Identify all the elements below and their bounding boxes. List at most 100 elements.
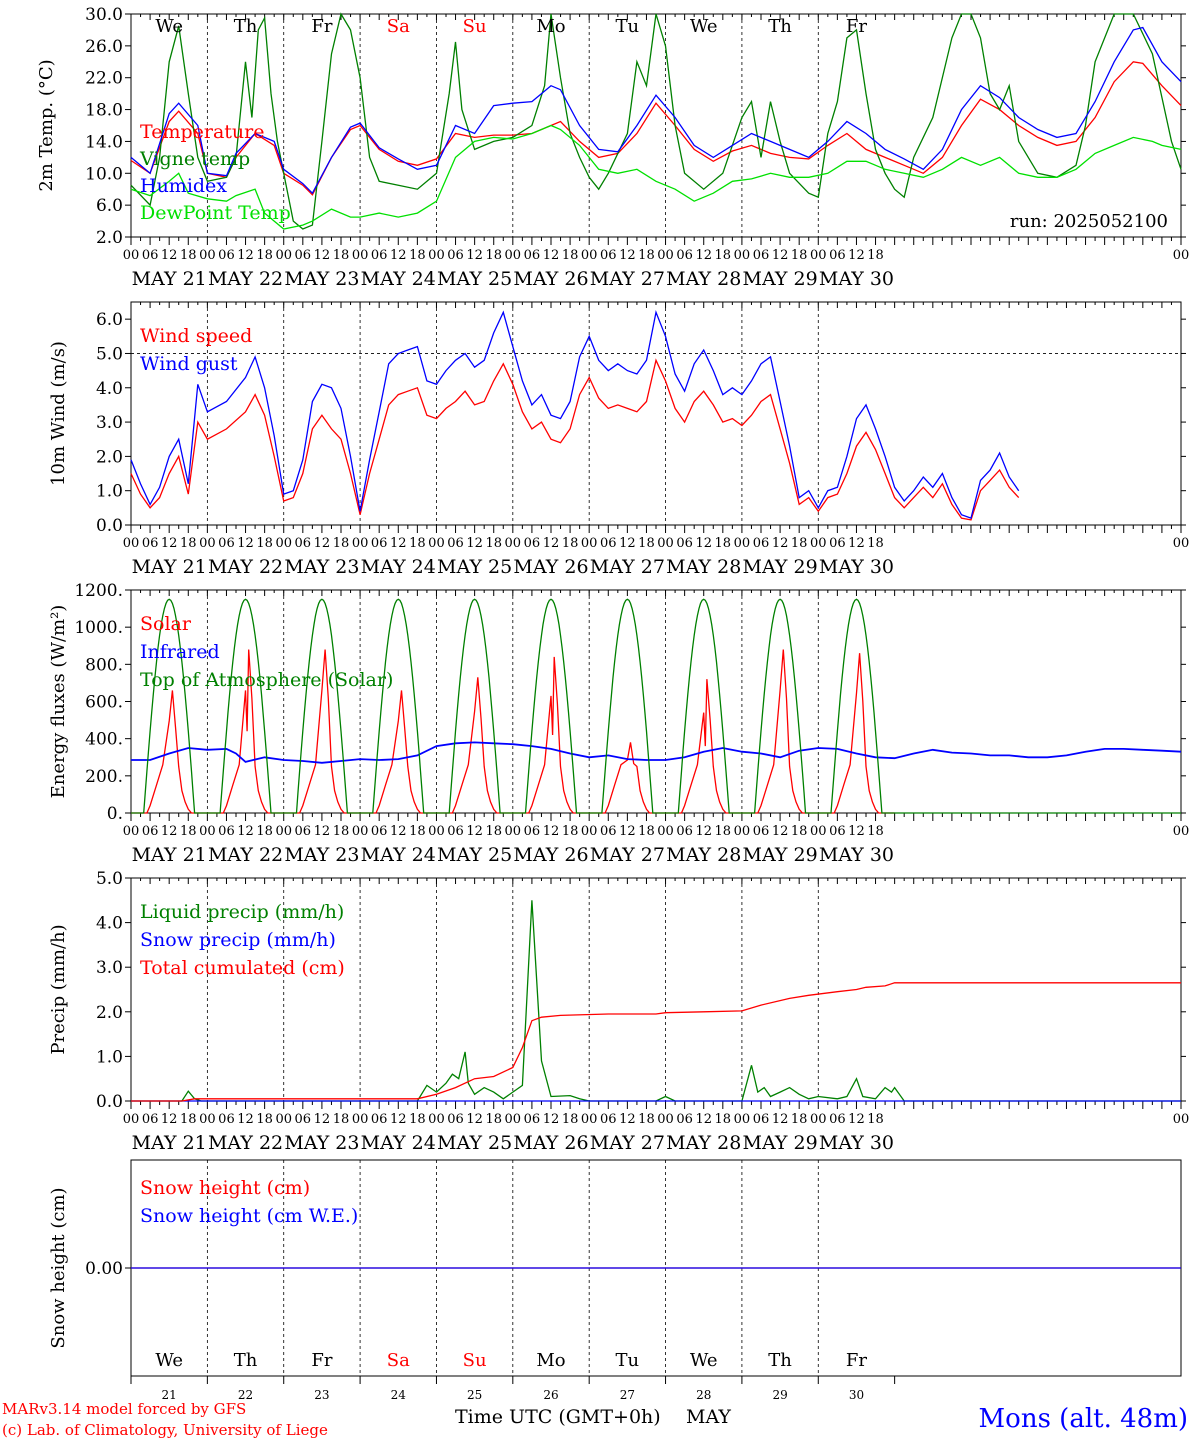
x-date-label: MAY 23 (284, 268, 359, 290)
x-hour-label: 12 (314, 824, 331, 839)
x-hour-label: 12 (390, 536, 407, 551)
x-hour-label: 00 (123, 248, 140, 263)
x-axis-title: Time UTC (GMT+0h) (455, 1406, 661, 1428)
x-hour-label: 12 (390, 824, 407, 839)
x-hour-label: 12 (543, 536, 560, 551)
y-tick-label: 22.0 (85, 69, 123, 89)
x-date-label: MAY 24 (361, 268, 436, 290)
total-cumulated-line (131, 982, 1181, 1102)
x-hour-label: 00 (1173, 536, 1190, 551)
x-hour-label: 06 (447, 536, 464, 551)
x-hour-label: 12 (695, 248, 712, 263)
x-date-label: MAY 22 (208, 844, 283, 866)
x-hour-label: 00 (275, 248, 292, 263)
top-day-label: Sa (387, 16, 410, 37)
x-hour-label: 12 (695, 824, 712, 839)
x-hour-label: 06 (142, 1112, 159, 1127)
x-hour-label: 18 (333, 248, 350, 263)
day-number-label: 23 (314, 1388, 329, 1402)
x-hour-label: 00 (505, 536, 522, 551)
x-hour-label: 06 (447, 824, 464, 839)
x-hour-label: 06 (600, 824, 617, 839)
temperature-legend: Temperature (140, 121, 264, 143)
x-hour-label: 00 (123, 1112, 140, 1127)
x-hour-label: 06 (829, 536, 846, 551)
vigne-temp-line (130, 12, 1182, 230)
x-hour-label: 12 (543, 824, 560, 839)
x-hour-label: 06 (753, 536, 770, 551)
x-date-label: MAY 27 (590, 844, 665, 866)
model-note: MARv3.14 model forced by GFS (2, 1400, 246, 1418)
bottom-day-label: Mo (536, 1350, 565, 1371)
x-date-label: MAY 28 (666, 1132, 741, 1154)
y-tick-label: 30.0 (85, 5, 123, 25)
x-hour-label: 00 (199, 824, 216, 839)
wind-speed-legend: Wind speed (140, 325, 252, 347)
bottom-day-label: Su (463, 1350, 487, 1371)
x-hour-label: 18 (791, 248, 808, 263)
x-date-label: MAY 26 (513, 844, 588, 866)
x-hour-label: 18 (638, 824, 655, 839)
x-hour-label: 12 (619, 1112, 636, 1127)
bottom-day-label: Fr (311, 1350, 332, 1371)
x-hour-label: 06 (142, 824, 159, 839)
panel-3: 0. 200. 400. 600. 800. 1000. 1200.Energy fluxe… (48, 581, 1189, 866)
x-hour-label: 00 (734, 1112, 751, 1127)
bottom-day-label: We (690, 1350, 718, 1371)
x-hour-label: 18 (715, 536, 732, 551)
run-label: run: 2025052100 (1010, 211, 1168, 232)
liquid-precip-line (131, 900, 1181, 1102)
x-date-label: MAY 23 (284, 556, 359, 578)
x-hour-label: 00 (428, 1112, 445, 1127)
x-hour-label: 00 (123, 536, 140, 551)
x-hour-label: 12 (390, 1112, 407, 1127)
x-date-label: MAY 22 (208, 1132, 283, 1154)
x-hour-label: 18 (867, 824, 884, 839)
x-hour-label: 18 (485, 1112, 502, 1127)
x-hour-label: 18 (867, 1112, 884, 1127)
top-day-label: Th (768, 16, 792, 37)
x-hour-label: 18 (715, 1112, 732, 1127)
x-hour-label: 00 (352, 248, 369, 263)
x-hour-label: 06 (829, 824, 846, 839)
vigne-temp-legend: Vigne temp (139, 148, 250, 170)
x-hour-label: 00 (581, 248, 598, 263)
y-axis-label: Energy fluxes (W/m²) (48, 605, 69, 799)
dewpoint-line (130, 124, 1182, 230)
x-hour-label: 00 (123, 824, 140, 839)
x-hour-label: 12 (161, 248, 178, 263)
day-number-label: 26 (543, 1388, 558, 1402)
x-hour-label: 12 (543, 248, 560, 263)
dewpoint-legend: DewPoint Temp (140, 202, 291, 224)
x-hour-label: 18 (333, 536, 350, 551)
liquid-precip-legend: Liquid precip (mm/h) (140, 901, 344, 923)
x-hour-label: 12 (237, 1112, 254, 1127)
x-hour-label: 18 (715, 824, 732, 839)
x-hour-label: 12 (772, 248, 789, 263)
x-hour-label: 06 (600, 1112, 617, 1127)
x-hour-label: 06 (829, 1112, 846, 1127)
x-hour-label: 00 (505, 824, 522, 839)
x-hour-label: 18 (256, 248, 273, 263)
x-hour-label: 12 (695, 1112, 712, 1127)
x-date-label: MAY 28 (666, 844, 741, 866)
y-tick-label: 5.0 (96, 344, 123, 364)
x-hour-label: 00 (810, 536, 827, 551)
x-hour-label: 12 (848, 248, 865, 263)
y-tick-label: 0.00 (85, 1259, 123, 1279)
x-date-label: MAY 24 (361, 556, 436, 578)
y-axis-label: Snow height (cm) (48, 1187, 69, 1348)
x-hour-label: 18 (485, 824, 502, 839)
x-hour-label: 00 (505, 248, 522, 263)
x-hour-label: 06 (676, 824, 693, 839)
x-hour-label: 06 (524, 824, 541, 839)
bottom-day-label: Tu (616, 1350, 640, 1371)
y-tick-label: 26.0 (85, 37, 123, 57)
x-hour-label: 18 (638, 1112, 655, 1127)
x-hour-label: 06 (753, 248, 770, 263)
day-number-label: 30 (849, 1388, 864, 1402)
x-hour-label: 12 (466, 824, 483, 839)
day-number-label: 24 (391, 1388, 407, 1402)
y-tick-label: 1.0 (96, 1047, 123, 1067)
